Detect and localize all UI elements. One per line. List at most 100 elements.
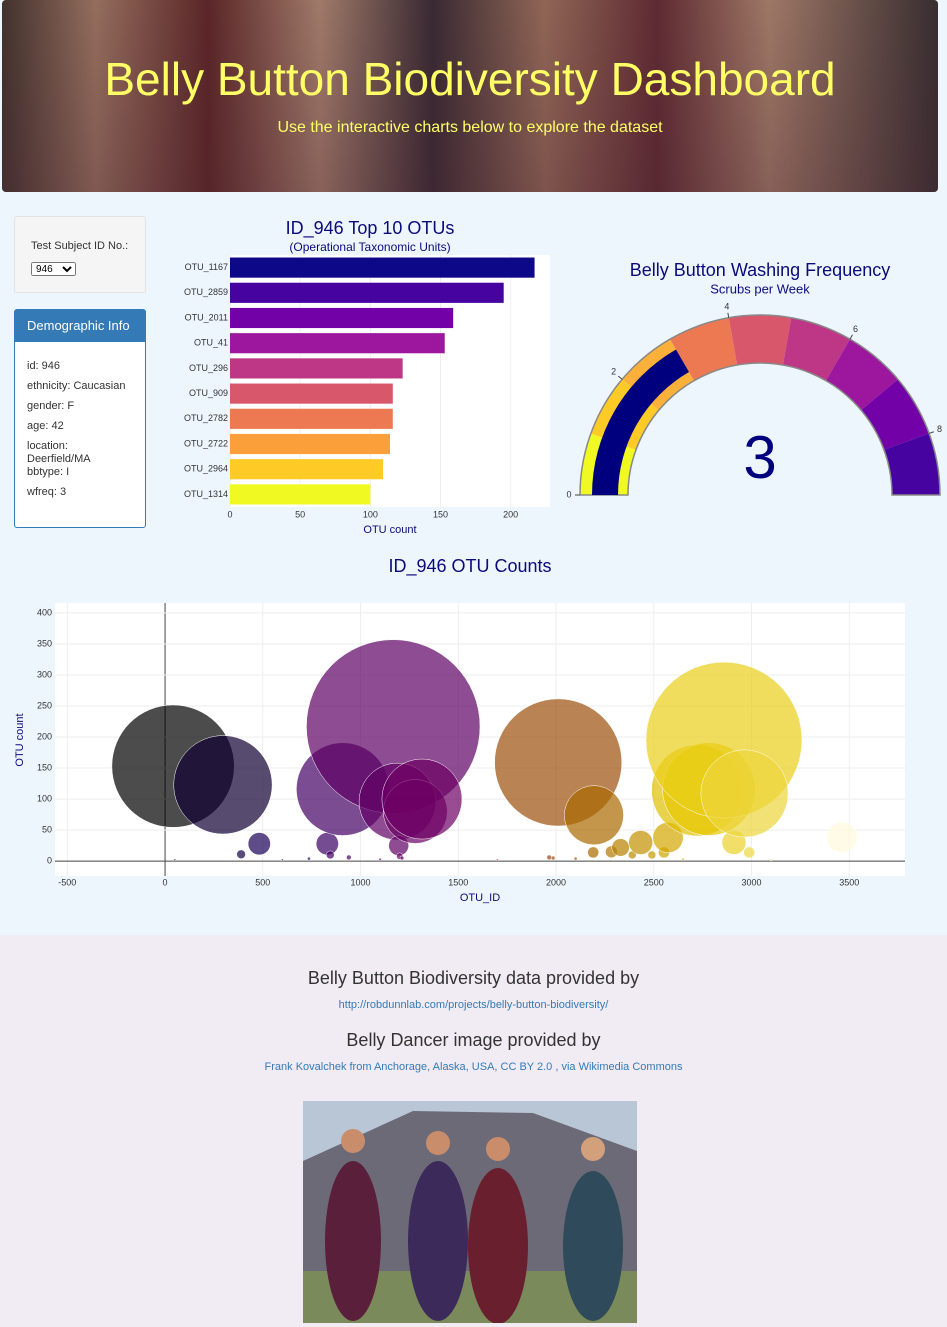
bar xyxy=(230,484,371,505)
bubble xyxy=(173,858,177,862)
hero-banner: Belly Button Biodiversity Dashboard Use … xyxy=(2,0,938,192)
x-tick-label: 3000 xyxy=(742,877,762,887)
bubble xyxy=(381,758,463,840)
y-tick-label: OTU_2782 xyxy=(184,413,228,423)
bubble xyxy=(611,838,630,857)
x-tick-label: 500 xyxy=(255,877,270,887)
chart-subtitle: Scrubs per Week xyxy=(710,281,810,296)
selector-panel: Test Subject ID No.: 946 xyxy=(14,216,146,293)
x-tick-label: -500 xyxy=(58,877,76,887)
bubble xyxy=(826,822,858,853)
gauge-value: 3 xyxy=(743,424,776,491)
bubble xyxy=(564,785,624,846)
bubble xyxy=(236,849,246,859)
page-title: Belly Button Biodiversity Dashboard xyxy=(104,53,836,105)
demographic-item: bbtype: I xyxy=(27,466,70,478)
y-tick-label: 250 xyxy=(37,700,52,710)
bar xyxy=(230,383,393,404)
bubble xyxy=(647,850,657,860)
tick-label: 8 xyxy=(937,424,942,434)
x-tick-label: 150 xyxy=(433,509,448,519)
image-link[interactable]: Frank Kovalchek from Anchorage, Alaska, … xyxy=(264,1061,683,1073)
bubble xyxy=(315,832,339,856)
x-tick-label: 1000 xyxy=(351,877,371,887)
bubble xyxy=(550,855,556,861)
bubble xyxy=(743,846,756,859)
x-tick-label: 2000 xyxy=(546,877,566,887)
gauge-step xyxy=(728,315,792,366)
y-tick-label: 400 xyxy=(37,607,52,617)
bubble xyxy=(700,749,789,838)
bar xyxy=(230,433,390,455)
bubble xyxy=(307,856,311,861)
panel-title: Demographic Info xyxy=(15,310,145,342)
bubble xyxy=(573,856,578,861)
bubble xyxy=(496,858,499,862)
y-tick-label: 100 xyxy=(37,793,52,803)
chart-title: ID_946 Top 10 OTUs xyxy=(286,218,455,239)
x-tick-label: 2500 xyxy=(644,877,664,887)
bar xyxy=(230,358,403,379)
bubble xyxy=(628,830,653,855)
gauge-step xyxy=(782,317,850,381)
x-axis-label: OTU count xyxy=(363,524,416,536)
bar xyxy=(230,408,393,429)
bubble xyxy=(378,857,382,861)
dancer-photo xyxy=(303,1101,637,1323)
y-tick-label: OTU_1314 xyxy=(184,489,228,499)
gauge-bar xyxy=(592,349,689,495)
demographic-item: wfreq: 3 xyxy=(27,486,67,498)
bubble xyxy=(681,857,685,861)
bar xyxy=(230,257,535,278)
bubble xyxy=(399,855,405,861)
x-tick-label: 200 xyxy=(503,509,518,519)
bubble xyxy=(769,858,773,862)
x-tick-label: 0 xyxy=(163,877,168,887)
subject-select[interactable]: 946 xyxy=(31,262,76,276)
tick-mark xyxy=(727,312,730,318)
y-tick-label: OTU_2859 xyxy=(184,287,228,297)
bar xyxy=(230,459,383,480)
y-tick-label: 0 xyxy=(47,855,52,865)
y-tick-label: OTU_41 xyxy=(194,338,228,348)
chart-subtitle: (Operational Taxonomic Units) xyxy=(289,240,450,254)
bubble xyxy=(281,858,284,862)
bubble xyxy=(546,854,552,861)
bubble xyxy=(346,854,352,861)
y-tick-label: 50 xyxy=(42,824,52,834)
demographic-item: age: 42 xyxy=(27,420,64,432)
tick-mark xyxy=(928,431,935,434)
banner-photo xyxy=(2,0,938,192)
demographic-panel: Demographic Info id: 946 ethnicity: Cauca… xyxy=(14,309,146,528)
tick-label: 6 xyxy=(853,324,858,334)
tick-label: 2 xyxy=(611,367,616,377)
tick-label: 0 xyxy=(566,489,571,499)
y-tick-label: OTU_2964 xyxy=(184,464,228,474)
data-link[interactable]: http://robdunnlab.com/projects/belly-but… xyxy=(338,999,609,1011)
x-tick-label: 100 xyxy=(363,509,378,519)
footer: Belly Button Biodiversity data provided … xyxy=(0,935,947,1327)
gauge-border xyxy=(579,314,941,496)
data-credit: Belly Button Biodiversity data provided … xyxy=(307,968,640,988)
bar xyxy=(230,307,454,329)
x-tick-label: 1500 xyxy=(448,877,468,887)
x-tick-label: 50 xyxy=(295,509,305,519)
gauge-step xyxy=(861,379,930,450)
bubble xyxy=(326,850,335,860)
bubble xyxy=(173,735,273,835)
chart-title: Belly Button Washing Frequency xyxy=(630,260,890,280)
x-tick-label: 3500 xyxy=(839,877,859,887)
y-tick-label: 300 xyxy=(37,669,52,679)
x-tick-label: 0 xyxy=(227,509,232,519)
y-tick-label: OTU_296 xyxy=(189,363,228,373)
demographic-item: gender: F xyxy=(27,400,75,412)
gauge-step xyxy=(884,433,940,495)
demographic-item: id: 946 xyxy=(27,360,61,372)
y-tick-label: OTU_909 xyxy=(189,388,228,398)
bubble xyxy=(247,832,271,856)
page-subtitle: Use the interactive charts below to expl… xyxy=(277,119,663,136)
image-credit: Belly Dancer image provided by xyxy=(346,1030,601,1050)
tick-mark xyxy=(849,334,853,340)
x-axis-label: OTU_ID xyxy=(460,892,500,904)
y-tick-label: OTU_2722 xyxy=(184,438,228,448)
